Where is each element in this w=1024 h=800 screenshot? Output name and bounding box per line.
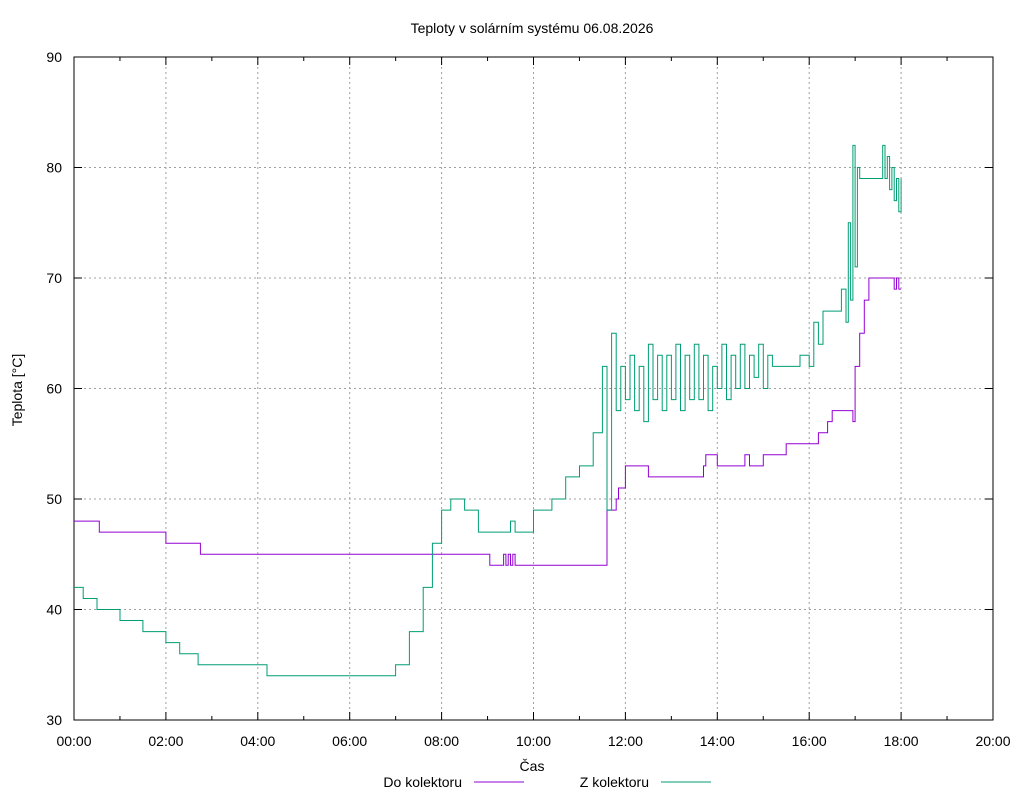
legend-label-do-kolektoru: Do kolektoru xyxy=(383,774,462,790)
series-line-z-kolektoru xyxy=(74,144,902,677)
series-line-do-kolektoru xyxy=(74,277,902,566)
legend: Do kolektoru Z kolektoru xyxy=(383,774,711,790)
y-tick-label: 40 xyxy=(46,602,62,618)
y-axis-label: Teplota [°C] xyxy=(9,354,25,427)
chart-title: Teploty v solárním systému 06.08.2026 xyxy=(411,20,654,36)
x-tick-label: 06:00 xyxy=(332,733,367,749)
x-tick-label: 04:00 xyxy=(240,733,275,749)
x-tick-label: 14:00 xyxy=(700,733,735,749)
x-tick-label: 10:00 xyxy=(516,733,551,749)
x-tick-label: 08:00 xyxy=(424,733,459,749)
legend-label-z-kolektoru: Z kolektoru xyxy=(580,774,649,790)
x-axis-label: Čas xyxy=(520,758,545,774)
y-tick-label: 50 xyxy=(46,491,62,507)
x-tick-label: 00:00 xyxy=(56,733,91,749)
y-tick-label: 80 xyxy=(46,160,62,176)
x-tick-label: 12:00 xyxy=(608,733,643,749)
y-tick-label: 60 xyxy=(46,381,62,397)
x-tick-label: 02:00 xyxy=(148,733,183,749)
series-layer xyxy=(74,144,902,677)
y-tick-label: 90 xyxy=(46,49,62,65)
x-tick-label: 20:00 xyxy=(975,733,1010,749)
x-tick-label: 18:00 xyxy=(884,733,919,749)
y-tick-label: 70 xyxy=(46,270,62,286)
y-tick-label: 30 xyxy=(46,712,62,728)
tick-layer: 30 40 50 60 70 80 90 00:00 02:00 04:00 06:00 08:00 1… xyxy=(46,49,1010,749)
x-tick-label: 16:00 xyxy=(792,733,827,749)
